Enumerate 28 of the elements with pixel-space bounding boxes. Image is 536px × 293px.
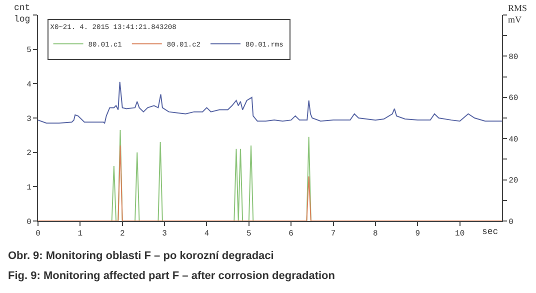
x-tick-label: 10 [455,230,465,239]
caption: Fig. 9: Monitoring affected part F – after corrosion degradation [8,270,336,282]
text: Obr. 9: Monitoring oblasti F – po korozní degradaci [8,250,274,262]
x-tick-label: 7 [330,230,336,239]
y-tick-label: 1 [26,183,32,192]
y2-tick-label: 60 [508,94,518,104]
x-tick-label: 8 [373,230,378,239]
x-tick-label: 0 [36,230,41,239]
y2-tick-label: 0 [508,218,514,227]
x-tick-label: 2 [120,230,125,239]
y-tick-label: 2 [26,149,32,158]
line-series [38,81,502,124]
y-tick-label: 4 [26,80,32,90]
x-tick-label: 5 [246,230,252,239]
x-tick-label: 9 [415,230,420,239]
x-tick-label: 4 [204,230,210,239]
y-tick-label: 3 [26,114,32,124]
x-tick-label: 6 [288,230,294,239]
y2-axis-title: RMS mV [508,3,528,25]
y2-tick-label: 20 [508,176,518,186]
y-tick-label: 0 [26,218,32,227]
x-axis-title: sec [482,227,498,237]
x-tick-label: 1 [78,230,83,239]
y-axis-title: cnt log [14,3,30,25]
y-tick-label: 5 [26,46,32,56]
x-tick-label: 3 [162,230,168,239]
y2-tick-label: 80 [508,53,518,62]
y2-tick-label: 40 [508,135,518,144]
